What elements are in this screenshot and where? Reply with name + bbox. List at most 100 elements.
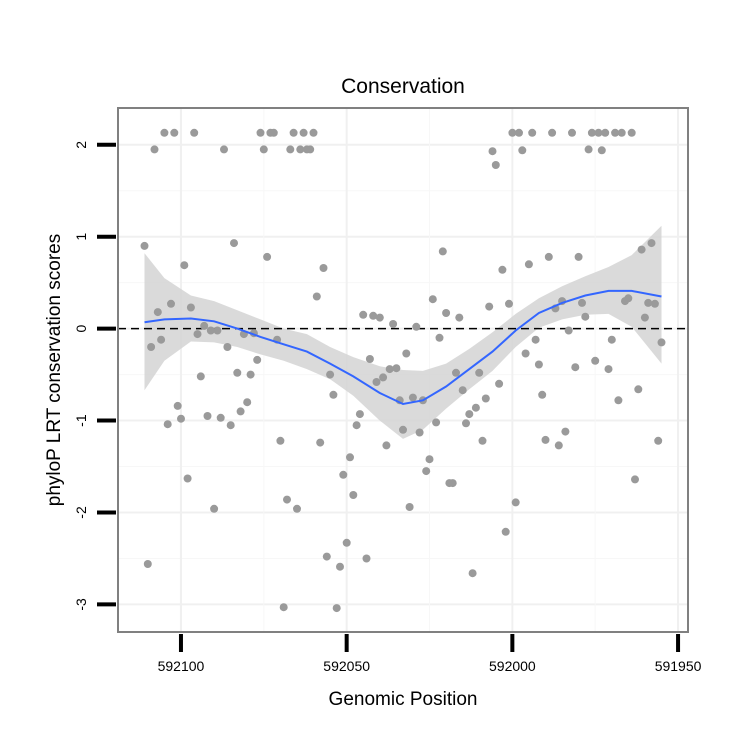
data-point bbox=[428, 295, 437, 304]
data-point bbox=[346, 453, 354, 462]
data-point bbox=[206, 326, 215, 335]
data-point bbox=[561, 427, 570, 436]
data-point bbox=[548, 128, 557, 137]
data-point bbox=[233, 368, 242, 377]
data-point bbox=[170, 128, 179, 137]
data-point bbox=[644, 298, 653, 307]
y-tick-label: -2 bbox=[73, 506, 89, 519]
data-point bbox=[167, 299, 175, 308]
data-point bbox=[481, 394, 490, 403]
data-point bbox=[399, 425, 407, 434]
data-point bbox=[485, 302, 494, 311]
data-point bbox=[637, 245, 646, 254]
data-point bbox=[279, 603, 288, 612]
data-point bbox=[515, 128, 523, 137]
y-tick-label: 0 bbox=[73, 324, 89, 332]
data-point bbox=[607, 335, 616, 344]
data-point bbox=[574, 252, 583, 261]
data-point bbox=[541, 435, 550, 444]
data-point bbox=[455, 313, 464, 322]
data-point bbox=[587, 128, 596, 137]
data-point bbox=[326, 370, 335, 379]
data-point bbox=[534, 360, 543, 369]
data-point bbox=[289, 128, 298, 137]
data-point bbox=[153, 308, 162, 317]
data-point bbox=[382, 441, 391, 450]
data-point bbox=[369, 311, 378, 320]
data-point bbox=[243, 398, 252, 407]
smooth-line bbox=[144, 289, 662, 406]
data-point bbox=[495, 379, 504, 388]
data-point bbox=[140, 241, 149, 250]
x-tick-label: 592050 bbox=[323, 658, 370, 674]
data-point bbox=[160, 128, 169, 137]
data-point bbox=[213, 326, 222, 335]
data-point bbox=[498, 265, 507, 274]
data-point bbox=[597, 146, 606, 155]
data-point bbox=[183, 474, 192, 483]
data-point bbox=[412, 322, 421, 331]
data-point bbox=[226, 421, 235, 430]
data-point bbox=[601, 128, 610, 137]
data-point bbox=[448, 479, 457, 488]
data-point bbox=[524, 260, 533, 269]
data-point bbox=[322, 552, 331, 561]
y-tick-label: 2 bbox=[73, 141, 89, 149]
data-point bbox=[259, 145, 268, 154]
data-point bbox=[163, 420, 172, 429]
data-point bbox=[528, 128, 537, 137]
data-point bbox=[319, 264, 328, 272]
data-point bbox=[200, 321, 209, 330]
data-point bbox=[488, 147, 497, 156]
data-point bbox=[332, 604, 341, 613]
data-point bbox=[339, 470, 348, 479]
data-point bbox=[568, 128, 576, 137]
data-point bbox=[362, 554, 371, 563]
data-point bbox=[624, 294, 633, 303]
data-point bbox=[256, 128, 265, 137]
data-point bbox=[177, 414, 185, 423]
x-tick-label: 592100 bbox=[158, 658, 205, 674]
data-point bbox=[405, 503, 414, 511]
data-point bbox=[286, 145, 295, 154]
data-point bbox=[306, 145, 315, 154]
data-point bbox=[186, 303, 195, 312]
data-point bbox=[611, 128, 620, 137]
data-point bbox=[581, 312, 590, 321]
data-point bbox=[283, 495, 291, 504]
data-point bbox=[654, 436, 663, 445]
data-point bbox=[402, 349, 411, 358]
chart-title: Conservation bbox=[341, 75, 465, 98]
data-point bbox=[193, 330, 202, 339]
data-point bbox=[478, 436, 487, 445]
data-point bbox=[564, 326, 573, 335]
data-point bbox=[385, 365, 394, 374]
data-point bbox=[220, 145, 228, 154]
data-point bbox=[147, 343, 156, 351]
data-point bbox=[352, 421, 361, 430]
data-point bbox=[657, 338, 666, 347]
data-point bbox=[316, 438, 325, 447]
data-point bbox=[365, 355, 374, 363]
data-point bbox=[594, 128, 603, 137]
data-point bbox=[571, 363, 580, 372]
confidence-band-layer bbox=[144, 225, 662, 439]
data-point bbox=[531, 335, 540, 344]
data-point bbox=[554, 441, 563, 450]
data-point bbox=[312, 292, 321, 301]
y-axis-label: phyloP LRT conservation scores bbox=[44, 234, 65, 507]
x-axis-label: Genomic Position bbox=[329, 689, 478, 710]
data-point bbox=[425, 455, 434, 464]
data-point bbox=[438, 247, 447, 256]
data-point bbox=[299, 128, 308, 137]
data-point bbox=[544, 252, 553, 261]
y-tick-label: -3 bbox=[73, 598, 89, 611]
data-point bbox=[173, 401, 182, 410]
data-point bbox=[442, 309, 451, 317]
data-point bbox=[246, 370, 255, 379]
data-point bbox=[408, 393, 417, 402]
data-point bbox=[508, 128, 517, 137]
data-point bbox=[491, 161, 500, 169]
data-point bbox=[518, 146, 527, 155]
